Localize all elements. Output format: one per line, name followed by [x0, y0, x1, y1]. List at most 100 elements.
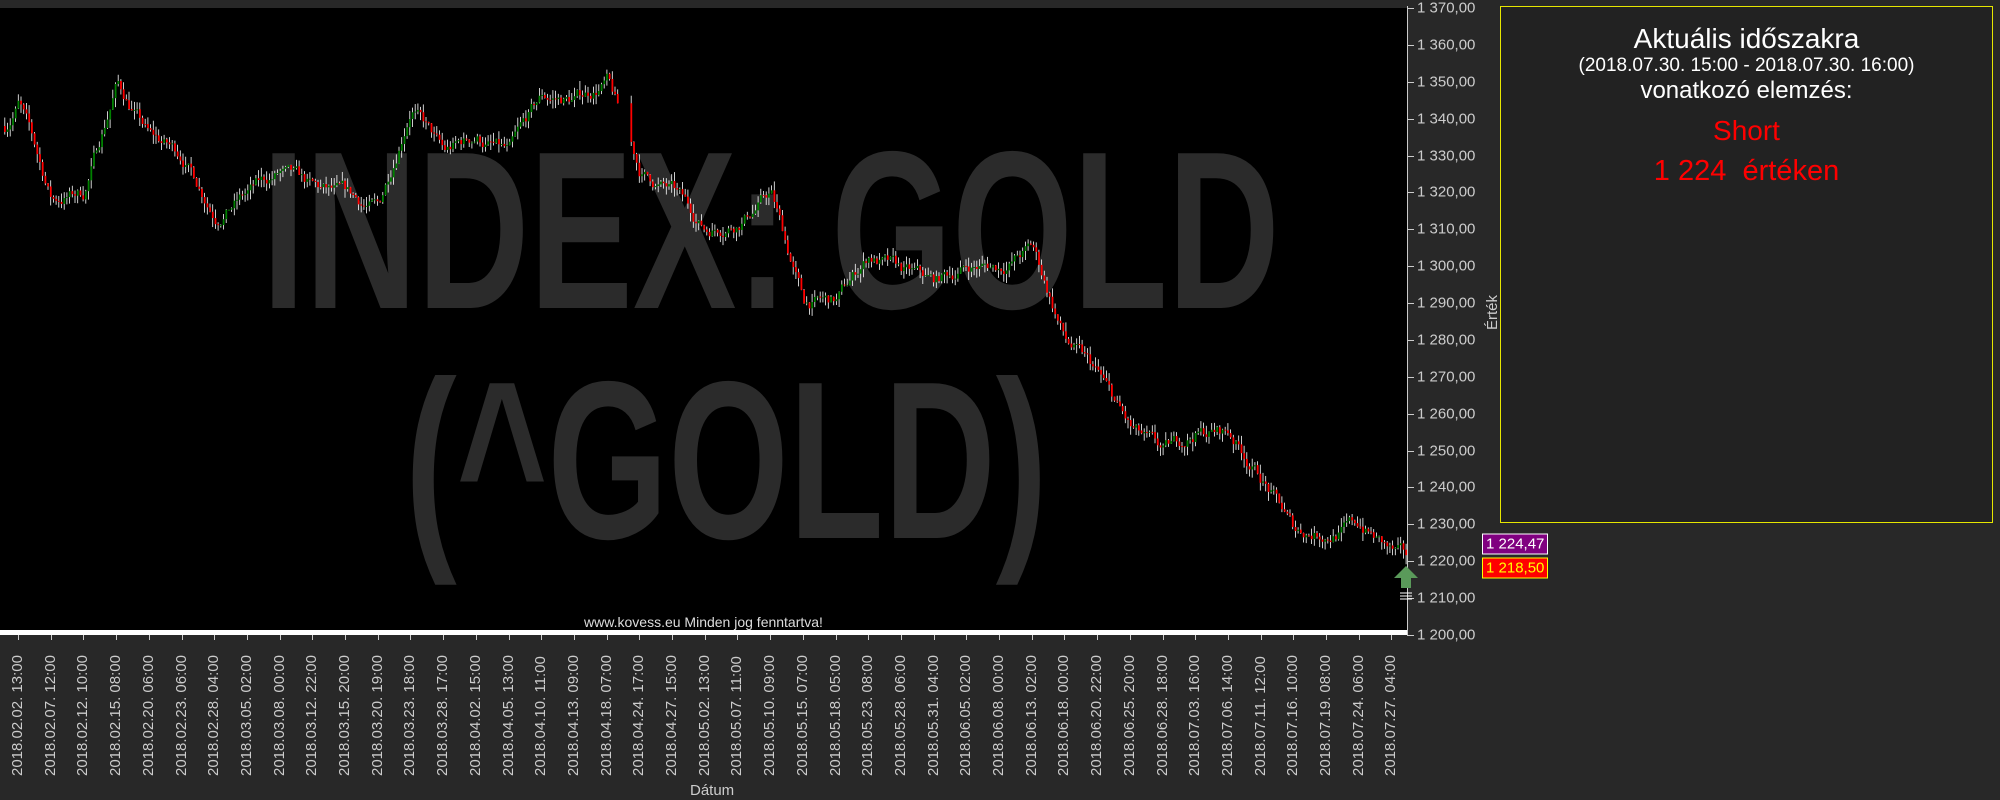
candle — [106, 119, 109, 128]
y-axis-line — [1407, 6, 1408, 636]
x-axis-line — [0, 630, 1407, 635]
candle — [338, 182, 341, 184]
candle — [1229, 433, 1232, 438]
candle — [1159, 445, 1162, 448]
candle — [1348, 517, 1351, 522]
candle — [1297, 529, 1300, 532]
candle — [136, 109, 139, 111]
candle — [684, 194, 687, 197]
candle — [751, 213, 754, 218]
candle — [144, 123, 147, 125]
candle — [1008, 263, 1011, 271]
candle — [940, 274, 943, 282]
candle — [805, 302, 808, 304]
x-tick — [1293, 635, 1295, 640]
candle — [31, 122, 33, 134]
candle — [679, 189, 681, 191]
candle — [824, 295, 827, 298]
candle — [1324, 539, 1327, 542]
chart-plot-area[interactable]: INDEX: GOLD (^GOLD) www.kovess.eu Minden… — [0, 8, 1407, 635]
candle — [743, 215, 746, 224]
candle — [495, 139, 498, 143]
candle — [322, 184, 325, 188]
y-tick-label: 1 240,00 — [1417, 478, 1476, 496]
x-tick — [1129, 635, 1131, 640]
candle — [473, 141, 476, 143]
candle — [1381, 536, 1383, 543]
y-tick — [1407, 413, 1414, 415]
candle — [390, 177, 392, 182]
candle — [1170, 440, 1173, 444]
candle — [984, 263, 986, 265]
candle — [1167, 440, 1170, 444]
candle — [1327, 539, 1329, 541]
x-tick — [18, 635, 19, 640]
candle — [557, 97, 560, 100]
candle — [414, 111, 417, 113]
y-tick-label: 1 280,00 — [1417, 331, 1476, 349]
candle — [878, 259, 881, 264]
candle — [508, 141, 511, 145]
candle — [1102, 374, 1105, 379]
candle — [846, 284, 849, 286]
candle — [101, 134, 103, 148]
y-tick-label: 1 320,00 — [1417, 183, 1476, 201]
candle — [1337, 532, 1340, 540]
candle — [673, 181, 676, 189]
candle — [82, 195, 85, 200]
candle — [444, 145, 446, 150]
candle — [252, 184, 255, 186]
candle — [994, 265, 997, 271]
candle — [797, 272, 800, 279]
candle — [1232, 437, 1235, 445]
candle — [519, 122, 522, 127]
candle — [832, 296, 835, 302]
candle — [1178, 441, 1181, 447]
candle — [1181, 446, 1183, 448]
candle — [395, 163, 398, 169]
candle — [220, 225, 222, 227]
candle — [760, 195, 762, 203]
candle — [849, 280, 851, 285]
candle — [490, 141, 492, 143]
candle — [147, 124, 149, 129]
candle — [503, 143, 506, 147]
candle — [1254, 465, 1256, 467]
candle — [1370, 531, 1372, 533]
y-tick-label: 1 340,00 — [1417, 110, 1476, 128]
candle — [808, 302, 811, 309]
candle — [468, 139, 471, 143]
candle — [76, 190, 79, 196]
candle — [1165, 440, 1167, 446]
candle — [795, 267, 797, 273]
candle — [1213, 429, 1216, 432]
x-tick-label: 2018.06.20. 22:00 — [1088, 655, 1106, 776]
candle — [946, 272, 949, 276]
candle — [657, 184, 660, 186]
y-tick — [1407, 561, 1414, 563]
candle — [670, 181, 673, 185]
candle — [1027, 243, 1030, 247]
candle — [643, 171, 646, 175]
candle — [635, 154, 638, 163]
x-tick-label: 2018.03.20. 19:00 — [368, 655, 386, 776]
candle — [373, 199, 376, 201]
candle — [103, 127, 106, 135]
candle — [919, 265, 922, 271]
x-tick-label: 2018.02.28. 04:00 — [205, 655, 223, 776]
candle — [4, 126, 6, 132]
candle — [298, 166, 301, 175]
candle — [49, 186, 52, 197]
candle — [649, 174, 652, 182]
candle — [859, 269, 862, 274]
y-tick — [1407, 524, 1414, 526]
candle — [6, 129, 9, 132]
candle — [1175, 436, 1178, 442]
candle — [463, 138, 465, 145]
candle — [411, 112, 414, 120]
candle — [1216, 427, 1219, 432]
x-tick — [1358, 635, 1360, 640]
y-tick — [1407, 339, 1414, 341]
candle — [951, 275, 954, 280]
candle — [271, 179, 274, 181]
